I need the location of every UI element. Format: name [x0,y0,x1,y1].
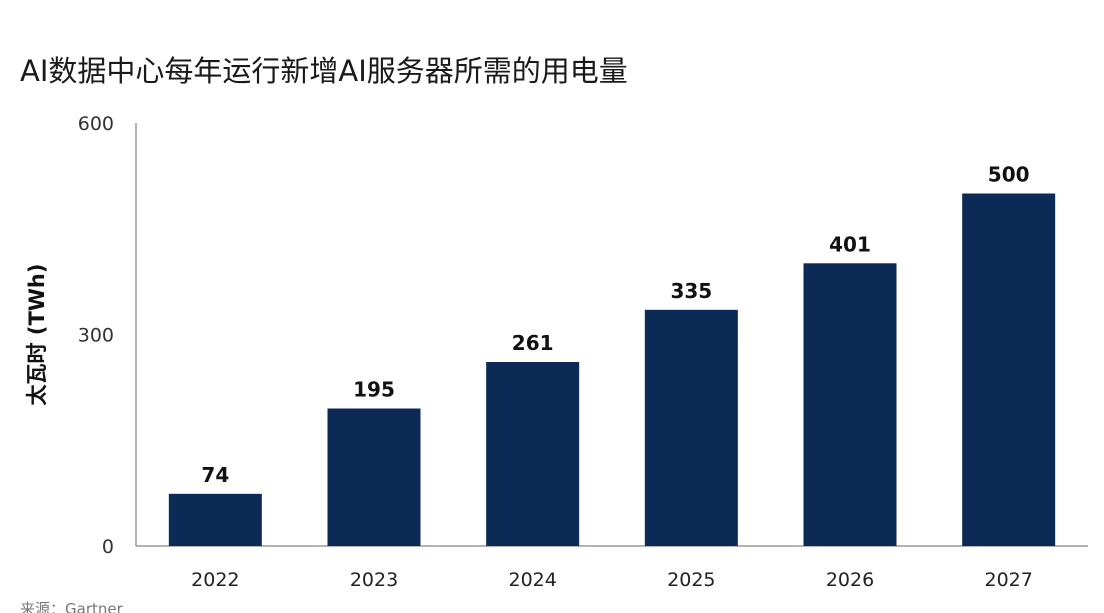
chart-title: AI数据中心每年运行新增AI服务器所需的用电量 [20,54,628,88]
y-tick-label: 300 [78,325,114,347]
x-tick-label: 2025 [667,569,715,591]
bar-value-label: 195 [353,378,395,402]
bar [327,408,421,546]
bar [803,263,897,546]
data-labels: 74 195 261 335 401 500 [201,163,1029,487]
x-tick-label: 2026 [826,569,874,591]
bar [962,193,1056,546]
x-tick-label: 2023 [350,569,398,591]
bar-value-label: 401 [829,232,871,256]
bar [644,309,738,546]
x-tick-label: 2022 [191,569,239,591]
bar-value-label: 335 [670,279,712,303]
x-tick-label: 2024 [508,569,556,591]
bar-value-label: 500 [988,163,1030,187]
y-tick-label: 0 [102,536,114,558]
bar [486,361,580,546]
x-axis-ticks: 2022 2023 2024 2025 2026 2027 [191,569,1033,591]
bar-value-label: 74 [201,463,229,487]
y-tick-label: 600 [78,113,114,135]
bars [168,193,1056,546]
source-note: 来源：Gartner [20,600,123,613]
bar [168,493,262,546]
bar-value-label: 261 [512,331,554,355]
x-tick-label: 2027 [984,569,1032,591]
y-axis-ticks: 0 300 600 [78,113,114,558]
y-axis-label: 太瓦时 (TWh) [25,264,49,406]
